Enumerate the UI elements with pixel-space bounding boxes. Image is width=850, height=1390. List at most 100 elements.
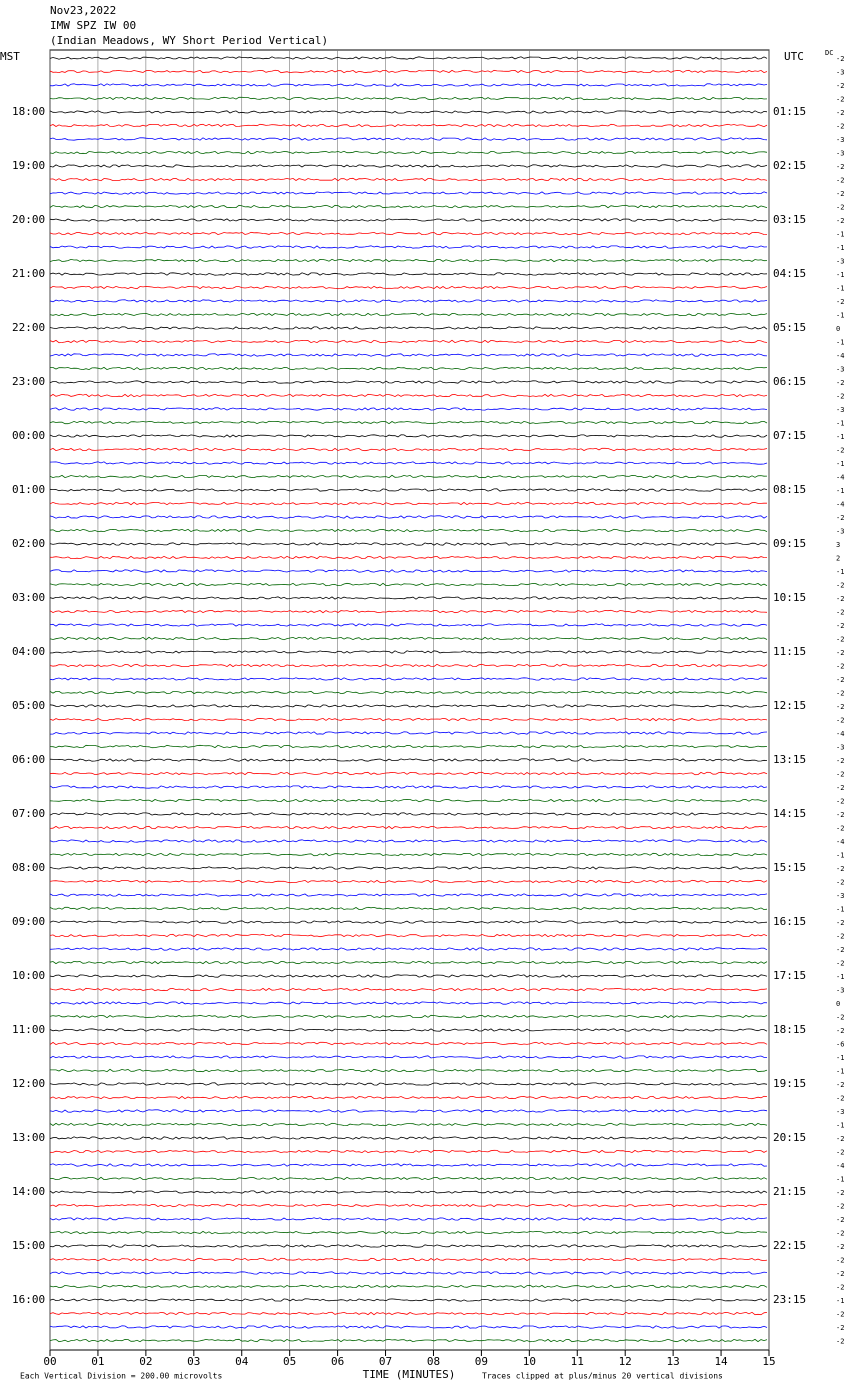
trace <box>49 123 768 128</box>
dc-value: -2 <box>836 717 844 725</box>
left-time-label: 19:00 <box>12 159 45 172</box>
trace <box>49 204 768 209</box>
dc-value: -4 <box>836 1162 844 1170</box>
dc-value: -1 <box>836 420 844 428</box>
dc-value: -2 <box>836 609 844 617</box>
dc-value: -3 <box>836 892 844 900</box>
trace <box>49 866 768 870</box>
right-time-label: 18:15 <box>773 1023 806 1036</box>
x-tick-label: 05 <box>283 1355 296 1368</box>
trace <box>49 1271 768 1275</box>
trace <box>49 150 768 155</box>
dc-value: -2 <box>836 703 844 711</box>
right-axis-title: UTC <box>784 50 804 63</box>
trace <box>49 1028 768 1032</box>
right-time-label: 23:15 <box>773 1293 806 1306</box>
trace <box>49 690 768 695</box>
dc-value: -2 <box>836 379 844 387</box>
dc-value: -2 <box>836 622 844 630</box>
dc-value: -2 <box>836 582 844 590</box>
left-axis-title: MST <box>0 50 20 63</box>
trace <box>49 528 768 533</box>
left-time-label: 14:00 <box>12 1185 45 1198</box>
trace <box>49 285 768 290</box>
dc-value: -3 <box>836 406 844 414</box>
dc-value: -2 <box>836 1230 844 1238</box>
dc-value: -2 <box>836 946 844 954</box>
dc-value: -2 <box>836 298 844 306</box>
trace <box>49 825 768 830</box>
dc-value: -2 <box>836 811 844 819</box>
left-time-label: 13:00 <box>12 1131 45 1144</box>
x-tick-label: 09 <box>475 1355 488 1368</box>
trace <box>49 771 768 776</box>
right-time-label: 19:15 <box>773 1077 806 1090</box>
left-time-label: 12:00 <box>12 1077 45 1090</box>
trace <box>49 798 768 803</box>
dc-title: DC <box>825 49 833 57</box>
dc-value: -3 <box>836 366 844 374</box>
left-time-label: 05:00 <box>12 699 45 712</box>
trace <box>49 1055 767 1059</box>
trace <box>49 569 768 573</box>
dc-value: -1 <box>836 487 844 495</box>
trace <box>49 1082 768 1086</box>
trace <box>49 623 768 627</box>
dc-value: -2 <box>836 96 844 104</box>
dc-value: -1 <box>836 1122 844 1130</box>
dc-value: -2 <box>836 798 844 806</box>
dc-value: -4 <box>836 838 844 846</box>
left-time-label: 02:00 <box>12 537 45 550</box>
right-time-label: 04:15 <box>773 267 806 280</box>
dc-value: -3 <box>836 987 844 995</box>
trace <box>49 744 768 749</box>
dc-value: -4 <box>836 501 844 509</box>
dc-value: -1 <box>836 244 844 252</box>
trace <box>49 1230 768 1235</box>
trace <box>49 56 768 60</box>
x-tick-label: 10 <box>523 1355 536 1368</box>
trace <box>49 258 768 263</box>
trace <box>49 1001 768 1005</box>
right-time-label: 20:15 <box>773 1131 806 1144</box>
trace <box>49 920 768 924</box>
dc-value: -2 <box>836 771 844 779</box>
dc-value: -2 <box>836 649 844 657</box>
dc-value: -2 <box>836 204 844 212</box>
trace <box>49 231 768 236</box>
left-time-label: 23:00 <box>12 375 45 388</box>
x-tick-label: 11 <box>571 1355 584 1368</box>
trace <box>49 69 768 74</box>
trace <box>49 1190 768 1194</box>
trace <box>49 407 768 411</box>
dc-value: -3 <box>836 258 844 266</box>
trace <box>49 1122 768 1127</box>
trace <box>49 1176 768 1181</box>
left-time-label: 20:00 <box>12 213 45 226</box>
right-time-label: 10:15 <box>773 591 806 604</box>
clip-note: Traces clipped at plus/minus 20 vertical… <box>482 1372 723 1381</box>
trace <box>49 1244 768 1248</box>
dc-value: -2 <box>836 1257 844 1265</box>
trace <box>50 1068 768 1073</box>
trace <box>49 987 768 992</box>
dc-value: -2 <box>836 1135 844 1143</box>
left-time-label: 09:00 <box>12 915 45 928</box>
trace <box>49 785 768 789</box>
dc-value: 2 <box>836 555 840 563</box>
x-tick-label: 01 <box>91 1355 104 1368</box>
dc-value: -2 <box>836 663 844 671</box>
dc-value: -2 <box>836 919 844 927</box>
dc-value: -2 <box>836 933 844 941</box>
dc-value: -2 <box>836 1095 844 1103</box>
trace <box>49 812 768 816</box>
trace <box>49 420 768 425</box>
dc-value: -1 <box>836 568 844 576</box>
left-time-label: 07:00 <box>12 807 45 820</box>
dc-value: -2 <box>836 879 844 887</box>
left-time-label: 06:00 <box>12 753 45 766</box>
right-time-label: 02:15 <box>773 159 806 172</box>
trace <box>49 191 768 195</box>
